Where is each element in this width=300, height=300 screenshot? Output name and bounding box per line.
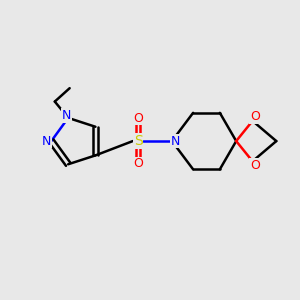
Text: N: N (62, 109, 71, 122)
Text: O: O (250, 110, 260, 123)
Text: O: O (133, 158, 143, 170)
Text: N: N (42, 135, 52, 148)
Text: N: N (171, 135, 180, 148)
Text: O: O (250, 159, 260, 172)
Text: S: S (134, 134, 142, 148)
Text: O: O (133, 112, 143, 125)
